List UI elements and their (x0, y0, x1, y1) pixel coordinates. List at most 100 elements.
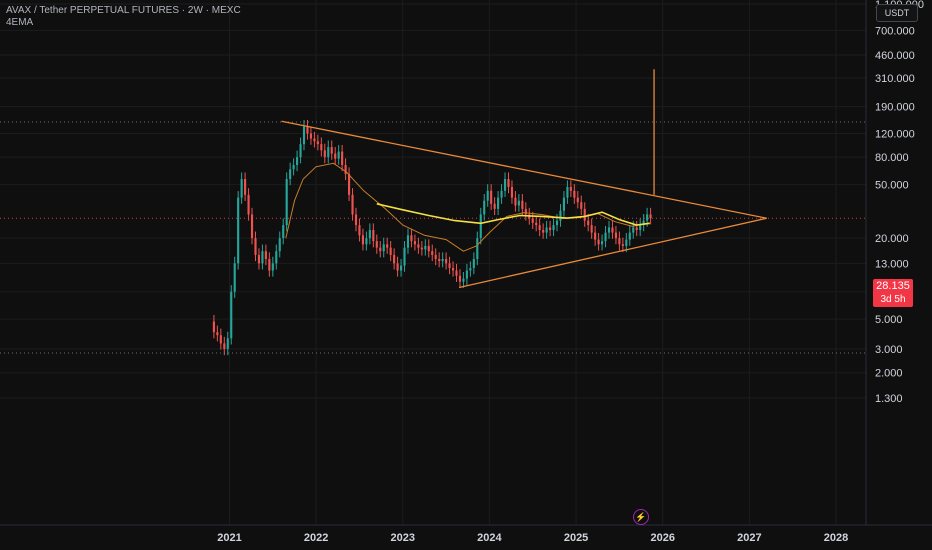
candle-body (465, 270, 468, 279)
candle-body (569, 187, 572, 191)
candle-body (607, 227, 611, 233)
candle-body (441, 258, 444, 262)
candle-body (445, 258, 448, 264)
last-price-tag: 28.135 3d 5h (873, 279, 913, 307)
candle-body (628, 232, 631, 240)
candle-body (486, 190, 489, 201)
ema-fast-line (376, 203, 650, 226)
candle-body (597, 239, 600, 245)
price-tick-label: 80.000 (875, 152, 909, 164)
time-tick-label: 2021 (217, 532, 241, 544)
candle-body (632, 227, 635, 233)
last-price-value: 28.135 (876, 280, 910, 292)
candle-body (590, 225, 593, 233)
price-tick-label: 190.000 (875, 102, 915, 114)
time-tick-label: 2025 (564, 532, 588, 544)
candle-body (507, 179, 510, 188)
candle-body (587, 220, 590, 226)
candle-body (438, 258, 441, 262)
candle-body (354, 214, 358, 226)
candle-body (320, 144, 323, 151)
candle-body (261, 251, 264, 264)
candle-body (299, 144, 302, 158)
candle-body (618, 238, 621, 245)
price-tick-label: 5.000 (875, 314, 903, 326)
candle-body (417, 244, 420, 248)
candle-body (625, 239, 628, 246)
candle-body (562, 197, 566, 211)
candle-body (420, 247, 423, 250)
candle-body (223, 343, 226, 350)
trendline-upper[interactable] (281, 120, 767, 219)
candle-body (479, 214, 482, 239)
time-axis[interactable]: 2021 2022 2023 2024 2025 2026 2027 2028 (0, 524, 932, 544)
lightning-icon[interactable]: ⚡ (633, 509, 649, 525)
candle-body (646, 214, 649, 221)
candle-body (521, 200, 524, 209)
candle-body (237, 197, 240, 264)
candle-body (451, 268, 455, 271)
time-tick-label: 2028 (824, 532, 848, 544)
candles (212, 119, 652, 356)
candle-body (379, 247, 382, 252)
candle-body (244, 179, 247, 195)
candle-body (580, 202, 583, 209)
candle-body (600, 241, 604, 245)
candle-body (337, 151, 340, 159)
time-tick-label: 2026 (650, 532, 674, 544)
candle-body (289, 169, 292, 180)
candle-body (358, 225, 361, 236)
candle-body (434, 254, 437, 259)
candle-body (476, 238, 479, 259)
candle-body (431, 251, 434, 255)
candle-body (361, 235, 365, 245)
time-tick-label: 2024 (477, 532, 502, 544)
candle-body (413, 241, 416, 245)
price-tick-label: 120.000 (875, 128, 915, 140)
candle-body (649, 214, 652, 219)
candle-body (462, 278, 465, 282)
candle-body (393, 254, 396, 264)
candle-body (296, 157, 299, 165)
candle-body (514, 197, 517, 206)
candle-body (233, 263, 236, 292)
candle-body (472, 258, 475, 269)
ema-lines (285, 162, 650, 252)
candle-body (216, 332, 219, 336)
candle-body (576, 197, 579, 203)
trendline-lower[interactable] (458, 217, 767, 289)
candle-body (382, 244, 385, 252)
candle-body (264, 251, 267, 259)
indicator-label[interactable]: 4EMA (6, 17, 34, 28)
candle-body (531, 218, 534, 223)
candle-body (347, 173, 351, 195)
candle-body (639, 225, 642, 230)
price-tick-label: 700.000 (875, 25, 915, 37)
candle-body (410, 235, 413, 242)
candle-body (386, 244, 389, 248)
time-tick-label: 2027 (737, 532, 761, 544)
candle-body (427, 245, 430, 252)
candle-body (275, 251, 278, 264)
candle-body (334, 153, 337, 159)
price-tick-label: 460.000 (875, 50, 915, 62)
candle-body (365, 238, 368, 245)
candle-body (483, 200, 486, 215)
candle-body (604, 232, 607, 242)
candle-body (372, 229, 375, 242)
candle-body (278, 238, 281, 252)
candle-body (503, 179, 507, 191)
candle-body (240, 179, 243, 198)
candle-body (552, 225, 555, 230)
candle-body (621, 244, 624, 246)
candle-body (497, 197, 500, 209)
candle-body (538, 225, 541, 230)
candle-body (493, 203, 496, 209)
candle-body (403, 247, 406, 266)
candle-body (375, 241, 378, 248)
currency-button[interactable]: USDT (876, 4, 918, 22)
candle-body (635, 227, 638, 230)
candle-body (555, 220, 559, 226)
candle-body (309, 133, 313, 139)
